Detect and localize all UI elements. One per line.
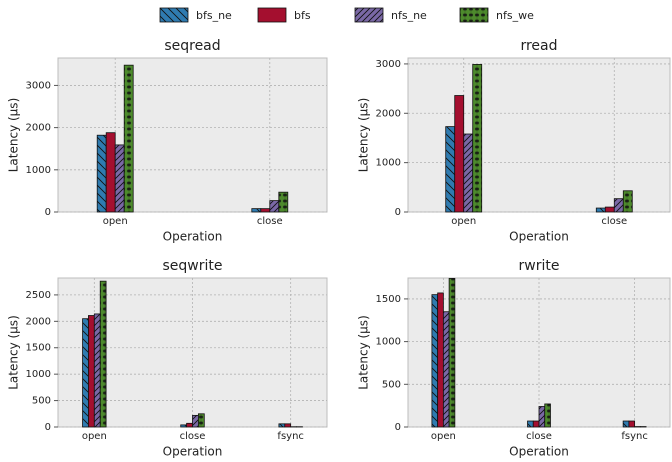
bar <box>260 208 271 213</box>
y-tick-label: 0 <box>395 422 401 433</box>
bar-hatch <box>443 311 450 427</box>
legend-patch <box>257 7 287 23</box>
bar <box>604 206 615 213</box>
bar <box>284 423 292 428</box>
bar <box>88 315 95 428</box>
legend-label: nfs_ne <box>391 9 427 22</box>
legend-label: bfs_ne <box>196 9 232 22</box>
bar-hatch <box>355 8 383 22</box>
y-tick-label: 3000 <box>376 59 401 70</box>
bar-hatch <box>449 278 455 427</box>
bar <box>105 132 116 213</box>
x-axis-label: Operation <box>509 445 569 459</box>
bar-hatch <box>192 415 199 427</box>
bar-hatch <box>115 144 125 212</box>
legend-label: bfs <box>294 9 311 22</box>
x-tick-label: fsync <box>621 431 647 442</box>
bar <box>186 422 193 428</box>
bar <box>628 420 636 428</box>
bar-hatch <box>527 421 534 427</box>
y-tick-label: 1500 <box>26 343 51 354</box>
y-axis-label: Latency (µs) <box>357 315 371 390</box>
y-tick-label: 2000 <box>376 108 401 119</box>
bar-hatch <box>596 208 606 212</box>
x-tick-label: close <box>526 431 552 442</box>
bar-hatch <box>100 281 107 427</box>
x-axis-label: Operation <box>163 230 223 244</box>
x-tick-label: close <box>257 216 283 227</box>
bar-hatch <box>460 8 488 22</box>
x-axis-label: Operation <box>509 230 569 244</box>
bar-hatch <box>198 413 205 427</box>
y-tick-label: 2500 <box>26 290 51 301</box>
x-tick-label: open <box>103 216 128 227</box>
legend-label: nfs_we <box>496 9 534 22</box>
y-tick-label: 0 <box>45 422 51 433</box>
chart-title: rwrite <box>519 258 560 274</box>
y-tick-label: 500 <box>32 396 51 407</box>
y-axis-label: Latency (µs) <box>7 98 21 173</box>
x-axis-label: Operation <box>163 445 223 459</box>
bar-hatch <box>431 294 438 427</box>
bar-hatch <box>278 423 285 427</box>
y-axis-label: Latency (µs) <box>357 98 371 173</box>
y-tick-label: 1000 <box>26 165 51 176</box>
bar-hatch <box>278 192 288 212</box>
bar <box>454 95 465 213</box>
bar-hatch <box>463 134 473 212</box>
y-tick-label: 0 <box>45 207 51 218</box>
bar-hatch <box>82 318 89 427</box>
chart-title: rread <box>520 38 557 54</box>
y-tick-label: 500 <box>382 379 401 390</box>
y-tick-label: 1000 <box>376 337 401 348</box>
y-tick-label: 1000 <box>26 369 51 380</box>
x-tick-label: close <box>601 216 627 227</box>
y-axis-label: Latency (µs) <box>7 315 21 390</box>
bar-hatch <box>614 198 624 212</box>
y-tick-label: 0 <box>395 207 401 218</box>
bar-hatch <box>160 8 188 22</box>
y-tick-label: 1500 <box>376 294 401 305</box>
bar-hatch <box>623 190 633 212</box>
y-tick-label: 2000 <box>26 316 51 327</box>
bar <box>437 292 444 428</box>
bar-hatch <box>97 135 107 212</box>
x-tick-label: open <box>431 431 456 442</box>
x-tick-label: close <box>180 431 206 442</box>
y-tick-label: 1000 <box>376 158 401 169</box>
x-tick-label: open <box>82 431 107 442</box>
chart-title: seqwrite <box>163 258 223 274</box>
y-tick-label: 2000 <box>26 123 51 134</box>
bar-hatch <box>251 208 261 212</box>
x-tick-label: open <box>451 216 476 227</box>
bar <box>532 420 540 428</box>
bar-hatch <box>269 200 279 212</box>
bar-hatch <box>124 65 134 212</box>
bar-hatch <box>623 421 629 427</box>
bar-hatch <box>94 313 101 427</box>
bar-hatch <box>544 403 551 427</box>
bar-hatch <box>445 126 455 212</box>
y-tick-label: 3000 <box>26 80 51 91</box>
bar-hatch <box>472 64 482 213</box>
chart-title: seqread <box>164 38 220 54</box>
bar-hatch <box>180 424 187 427</box>
x-tick-label: fsync <box>277 431 303 442</box>
bar-hatch <box>539 406 545 427</box>
